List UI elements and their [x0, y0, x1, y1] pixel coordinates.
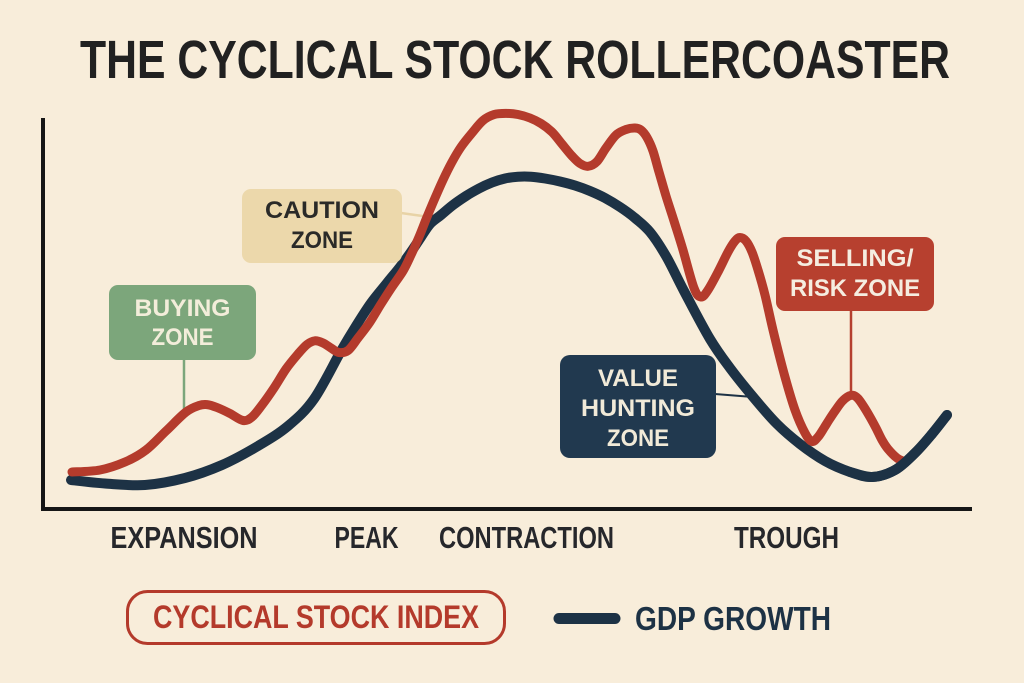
svg-text:ZONE: ZONE: [152, 324, 214, 351]
svg-text:BUYING: BUYING: [135, 295, 231, 322]
svg-text:PEAK: PEAK: [335, 520, 399, 555]
svg-text:ZONE: ZONE: [607, 425, 669, 452]
svg-text:CONTRACTION: CONTRACTION: [439, 520, 614, 555]
svg-text:GDP GROWTH: GDP GROWTH: [635, 600, 831, 637]
svg-text:TROUGH: TROUGH: [734, 520, 839, 555]
svg-text:CYCLICAL STOCK INDEX: CYCLICAL STOCK INDEX: [153, 599, 480, 635]
svg-text:CAUTION: CAUTION: [265, 197, 379, 224]
svg-text:EXPANSION: EXPANSION: [111, 520, 258, 555]
svg-text:THE CYCLICAL STOCK ROLLERCOAST: THE CYCLICAL STOCK ROLLERCOASTER: [80, 30, 950, 90]
svg-text:ZONE: ZONE: [291, 227, 353, 254]
svg-text:VALUE: VALUE: [598, 365, 678, 392]
svg-text:SELLING/: SELLING/: [797, 245, 914, 272]
svg-text:HUNTING: HUNTING: [581, 395, 695, 422]
svg-text:RISK ZONE: RISK ZONE: [790, 275, 920, 302]
